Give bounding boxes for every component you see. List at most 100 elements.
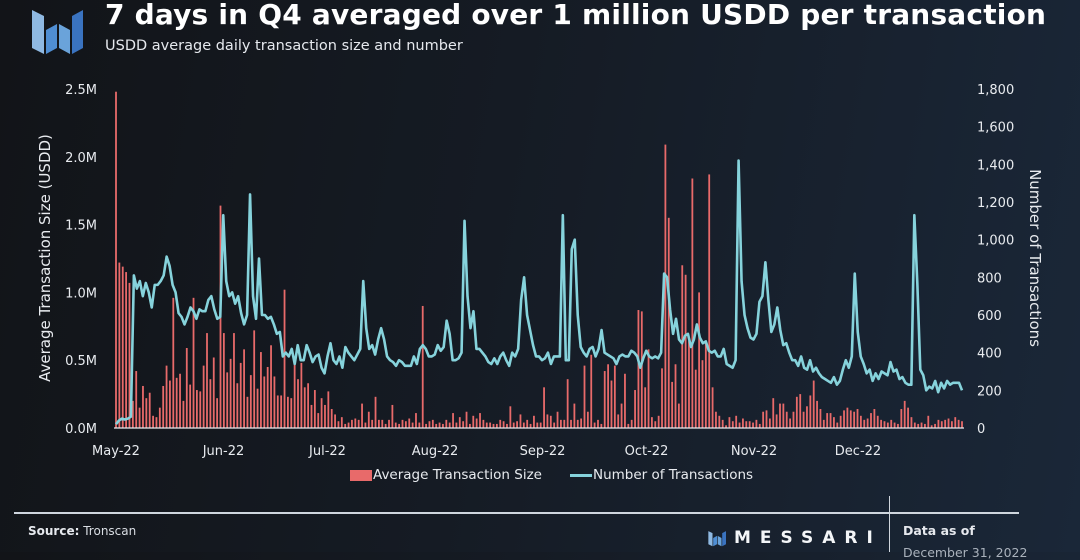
- bar: [950, 421, 953, 428]
- source-note: Source: Tronscan: [28, 524, 136, 538]
- bar: [148, 392, 151, 428]
- legend: Average Transaction Size Number of Trans…: [350, 467, 753, 483]
- bar: [135, 371, 138, 428]
- bar: [239, 362, 242, 428]
- bar: [522, 422, 525, 428]
- bar: [809, 395, 812, 428]
- bar: [708, 174, 711, 428]
- bar: [270, 345, 272, 428]
- bar: [772, 398, 775, 428]
- right-y-tick-label: 1,400: [977, 158, 1014, 173]
- bar: [351, 419, 353, 428]
- bar: [162, 385, 165, 428]
- bar: [431, 419, 434, 428]
- bar: [758, 423, 761, 428]
- chart-subtitle: USDD average daily transaction size and …: [105, 38, 463, 54]
- bar: [243, 349, 245, 428]
- bar: [856, 409, 859, 428]
- bar: [145, 398, 148, 428]
- chart-title: 7 days in Q4 averaged over 1 million USD…: [105, 0, 1047, 31]
- bar: [300, 362, 303, 428]
- bar: [937, 419, 940, 428]
- bar: [546, 414, 549, 428]
- bar: [169, 380, 171, 428]
- bar: [344, 423, 347, 428]
- bar: [260, 352, 262, 428]
- bar: [647, 349, 650, 428]
- bar: [330, 409, 333, 428]
- left-y-tick-label: 2.0M: [65, 151, 97, 166]
- source-value: Tronscan: [83, 524, 137, 538]
- bar: [833, 417, 835, 428]
- bar: [165, 365, 168, 428]
- bar: [748, 421, 751, 428]
- footer-divider: [14, 512, 1019, 514]
- bar: [229, 358, 232, 428]
- bar: [128, 282, 131, 428]
- bar: [715, 411, 717, 428]
- bar: [731, 421, 734, 428]
- bar: [553, 422, 556, 428]
- right-y-tick-label: 400: [977, 347, 1002, 362]
- bar: [957, 419, 960, 428]
- bar: [195, 390, 198, 428]
- bar: [822, 419, 825, 428]
- x-axis-ticks: May-22 Jun-22 Jul-22 Aug-22 Sep-22 Oct-22 Nov-…: [92, 444, 881, 459]
- bar: [768, 418, 771, 428]
- bar: [620, 403, 623, 428]
- bar: [519, 414, 522, 428]
- bar: [863, 419, 866, 428]
- right-y-tick-label: 1,800: [977, 83, 1014, 98]
- bar: [313, 390, 316, 428]
- bar: [526, 419, 529, 428]
- bar: [448, 422, 451, 428]
- bar: [597, 419, 599, 428]
- bar: [617, 414, 620, 428]
- bar: [115, 91, 117, 429]
- bar: [900, 409, 903, 428]
- bar: [280, 395, 283, 428]
- bar: [398, 423, 401, 428]
- bar: [630, 419, 633, 428]
- bar: [843, 410, 845, 428]
- bar: [563, 419, 566, 428]
- bar: [667, 217, 670, 428]
- bar: [273, 376, 276, 428]
- bar: [897, 423, 899, 428]
- bar: [735, 415, 738, 428]
- bar: [479, 413, 481, 428]
- bar: [674, 364, 677, 428]
- bar: [125, 272, 128, 428]
- bar: [216, 398, 219, 428]
- bar: [853, 411, 856, 428]
- x-tick-label: Dec-22: [835, 444, 881, 459]
- bar: [560, 419, 562, 428]
- bar: [954, 417, 957, 428]
- right-y-tick-label: 200: [977, 384, 1002, 399]
- bar: [657, 415, 660, 428]
- bar: [677, 403, 680, 428]
- right-y-axis-ticks: 0 200 400 600 800 1,000 1,200 1,400 1,600 1,800: [977, 83, 1014, 437]
- bar: [671, 381, 674, 428]
- messari-brand: MESSARI: [706, 528, 882, 548]
- bar: [516, 421, 518, 428]
- bar: [155, 417, 158, 428]
- bar: [873, 409, 876, 428]
- bar: [172, 297, 175, 428]
- bar: [593, 422, 596, 428]
- bar: [839, 415, 842, 428]
- bar: [371, 419, 374, 428]
- bar: [320, 398, 323, 428]
- bar: [324, 404, 326, 428]
- bar: [930, 425, 933, 428]
- bar: [357, 419, 360, 428]
- source-label: Source:: [28, 524, 80, 538]
- bar: [378, 419, 380, 428]
- bar: [816, 400, 818, 428]
- bar: [876, 415, 879, 428]
- bar: [287, 396, 289, 428]
- bar: [246, 396, 249, 428]
- left-y-tick-label: 1.5M: [65, 219, 97, 234]
- bar: [276, 395, 279, 428]
